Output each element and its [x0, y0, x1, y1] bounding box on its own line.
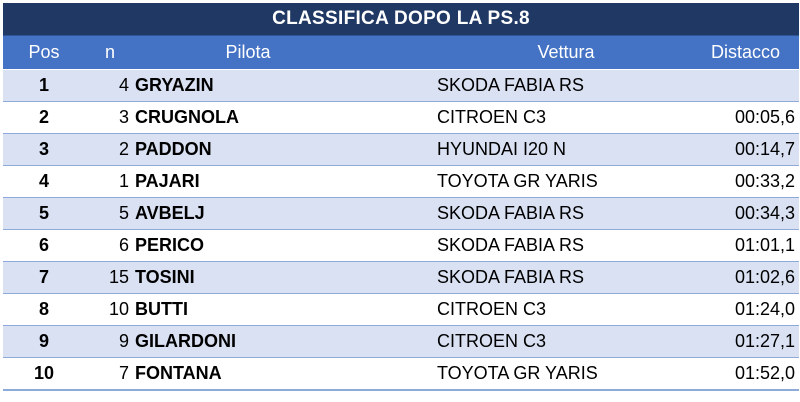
cell-pos: 5 — [3, 197, 85, 230]
cell-vettura: TOYOTA GR YARIS — [431, 165, 711, 198]
cell-distacco: 00:33,2 — [711, 165, 799, 198]
standings-title: CLASSIFICA DOPO LA PS.8 — [3, 3, 799, 35]
cell-pos: 3 — [3, 133, 85, 166]
header-num: n — [85, 35, 135, 70]
cell-pilota: GRYAZIN — [135, 69, 431, 102]
table-row: 7 15 TOSINI SKODA FABIA RS 01:02,6 — [3, 261, 799, 294]
cell-pos: 8 — [3, 293, 85, 326]
header-vettura: Vettura — [431, 35, 711, 70]
cell-pilota: BUTTI — [135, 293, 431, 326]
header-row: Pos n Pilota Vettura Distacco — [3, 35, 799, 70]
cell-distacco: 01:52,0 — [711, 357, 799, 391]
cell-distacco: 01:24,0 — [711, 293, 799, 326]
cell-pilota: PADDON — [135, 133, 431, 166]
cell-vettura: SKODA FABIA RS — [431, 229, 711, 262]
cell-distacco — [711, 69, 799, 102]
cell-pos: 7 — [3, 261, 85, 294]
table-row: 6 6 PERICO SKODA FABIA RS 01:01,1 — [3, 229, 799, 262]
cell-pilota: AVBELJ — [135, 197, 431, 230]
cell-pos: 1 — [3, 69, 85, 102]
cell-distacco: 00:05,6 — [711, 101, 799, 134]
cell-vettura: CITROEN C3 — [431, 293, 711, 326]
cell-pilota: CRUGNOLA — [135, 101, 431, 134]
cell-distacco: 00:34,3 — [711, 197, 799, 230]
cell-vettura: SKODA FABIA RS — [431, 197, 711, 230]
cell-num: 1 — [85, 165, 135, 198]
header-pos: Pos — [3, 35, 85, 70]
cell-pos: 6 — [3, 229, 85, 262]
table-row: 4 1 PAJARI TOYOTA GR YARIS 00:33,2 — [3, 165, 799, 198]
cell-pilota: PAJARI — [135, 165, 431, 198]
cell-vettura: SKODA FABIA RS — [431, 261, 711, 294]
cell-num: 2 — [85, 133, 135, 166]
cell-num: 10 — [85, 293, 135, 326]
cell-vettura: CITROEN C3 — [431, 325, 711, 358]
cell-pos: 4 — [3, 165, 85, 198]
cell-pos: 2 — [3, 101, 85, 134]
cell-vettura: TOYOTA GR YARIS — [431, 357, 711, 391]
cell-num: 6 — [85, 229, 135, 262]
table-row: 2 3 CRUGNOLA CITROEN C3 00:05,6 — [3, 101, 799, 134]
table-row: 3 2 PADDON HYUNDAI I20 N 00:14,7 — [3, 133, 799, 166]
cell-vettura: SKODA FABIA RS — [431, 69, 711, 102]
cell-num: 3 — [85, 101, 135, 134]
cell-vettura: HYUNDAI I20 N — [431, 133, 711, 166]
table-row: 8 10 BUTTI CITROEN C3 01:24,0 — [3, 293, 799, 326]
cell-pilota: GILARDONI — [135, 325, 431, 358]
cell-distacco: 01:01,1 — [711, 229, 799, 262]
cell-pilota: TOSINI — [135, 261, 431, 294]
cell-num: 4 — [85, 69, 135, 102]
cell-pos: 9 — [3, 325, 85, 358]
cell-pilota: FONTANA — [135, 357, 431, 391]
cell-vettura: CITROEN C3 — [431, 101, 711, 134]
cell-pilota: PERICO — [135, 229, 431, 262]
header-pilota: Pilota — [135, 35, 431, 70]
cell-num: 15 — [85, 261, 135, 294]
cell-num: 5 — [85, 197, 135, 230]
cell-distacco: 00:14,7 — [711, 133, 799, 166]
table-row: 10 7 FONTANA TOYOTA GR YARIS 01:52,0 — [3, 357, 799, 391]
cell-distacco: 01:02,6 — [711, 261, 799, 294]
cell-distacco: 01:27,1 — [711, 325, 799, 358]
table-row: 9 9 GILARDONI CITROEN C3 01:27,1 — [3, 325, 799, 358]
cell-num: 7 — [85, 357, 135, 391]
table-row: 5 5 AVBELJ SKODA FABIA RS 00:34,3 — [3, 197, 799, 230]
cell-pos: 10 — [3, 357, 85, 391]
header-distacco: Distacco — [711, 35, 799, 70]
table-row: 1 4 GRYAZIN SKODA FABIA RS — [3, 69, 799, 102]
cell-num: 9 — [85, 325, 135, 358]
standings-table: Pos n Pilota Vettura Distacco 1 4 GRYAZI… — [3, 35, 799, 391]
